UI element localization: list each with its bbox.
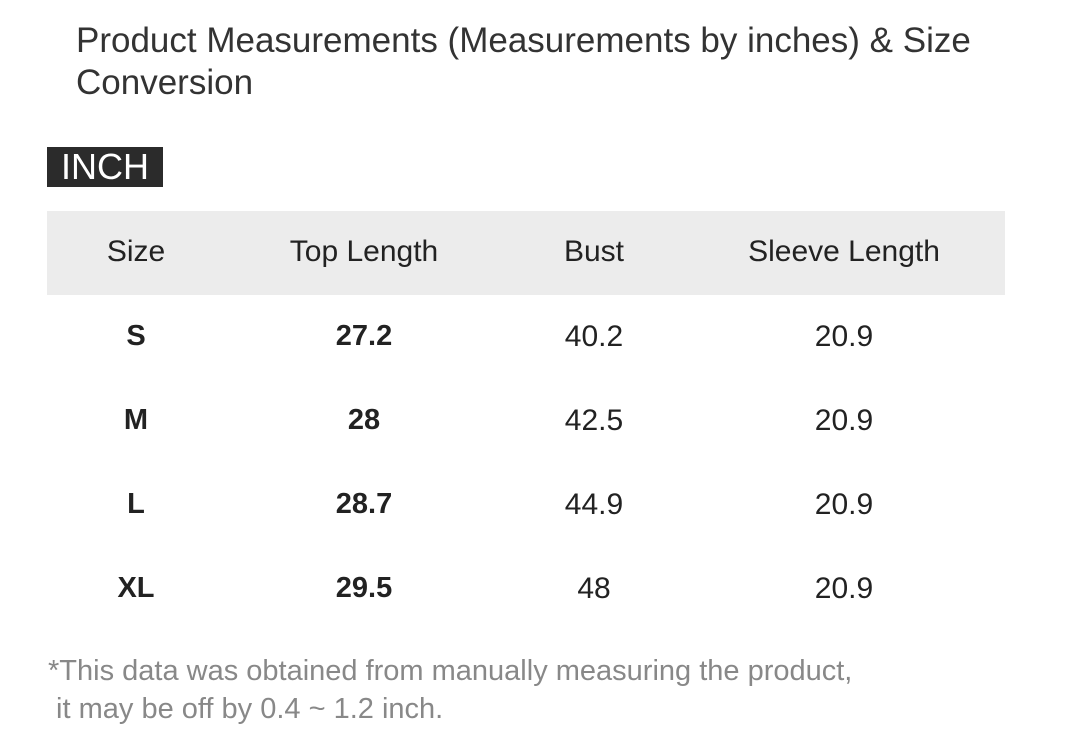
page-title: Product Measurements (Measurements by in… [76, 21, 971, 102]
table-cell: 44.9 [564, 488, 624, 521]
column-header: Size [106, 235, 166, 268]
table-cell: XL [117, 572, 155, 604]
table-cell: S [126, 320, 146, 352]
table-cell: 20.9 [814, 320, 874, 353]
note-line: *This data was obtained from manually me… [48, 655, 853, 687]
table-cell: L [127, 488, 145, 520]
disclaimer-note: *This data was obtained from manually me… [48, 652, 852, 728]
table-cell: 20.9 [814, 572, 874, 605]
table-cell: 20.9 [814, 404, 874, 437]
column-header: Sleeve Length [748, 235, 940, 268]
table-cell: 42.5 [564, 404, 624, 437]
table-cell: 27.2 [335, 320, 393, 352]
column-header: Bust [563, 235, 625, 268]
table-cell: M [123, 404, 149, 436]
table-cell: 20.9 [814, 488, 874, 521]
note-line: it may be off by 0.4 ~ 1.2 inch. [48, 693, 444, 725]
table-cell: 48 [577, 572, 611, 605]
table-cell: 28.7 [335, 488, 393, 520]
table-cell: 28 [347, 404, 381, 436]
table-header [47, 211, 1005, 295]
table-cell: 40.2 [564, 320, 624, 353]
column-header: Top Length [289, 235, 439, 268]
table-cell: 29.5 [335, 572, 393, 604]
unit-badge: INCH [47, 147, 163, 187]
